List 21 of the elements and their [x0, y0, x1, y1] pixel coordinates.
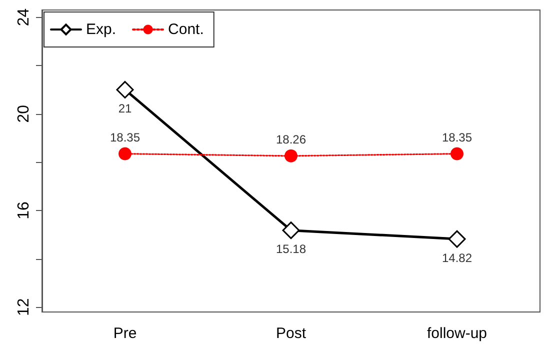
point — [282, 222, 300, 240]
point — [118, 147, 132, 160]
y-tick-label: 16 — [16, 202, 32, 220]
data-label: 18.26 — [276, 132, 306, 146]
data-label: 15.18 — [276, 242, 306, 256]
point — [116, 80, 134, 98]
legend-label: Exp. — [86, 21, 116, 38]
y-tick-label: 24 — [16, 8, 32, 26]
y-tick-label: 20 — [16, 104, 32, 123]
point — [450, 147, 464, 160]
x-tick-label: follow-up — [426, 325, 488, 342]
point — [448, 230, 466, 248]
point — [284, 149, 298, 162]
legend-label: Cont. — [168, 21, 204, 38]
data-label: 18.35 — [110, 130, 140, 144]
data-label: 18.35 — [442, 130, 472, 144]
data-label: 21 — [118, 101, 132, 116]
data-label: 14.82 — [442, 250, 472, 265]
x-tick-label: Post — [276, 325, 307, 342]
y-tick-label: 12 — [16, 298, 32, 316]
x-tick-label: Pre — [113, 325, 137, 342]
